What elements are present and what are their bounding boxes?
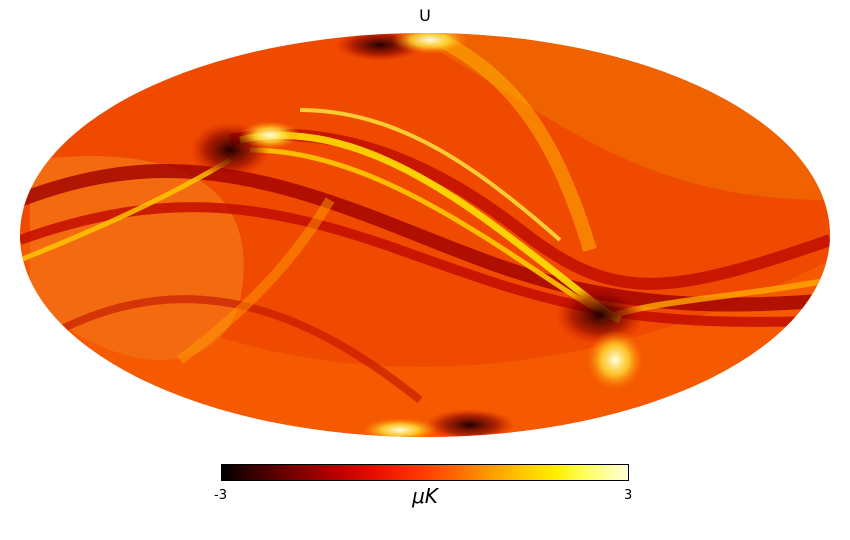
map-band — [58, 295, 423, 404]
map-band — [20, 202, 830, 327]
colorbar-max-label: 3 — [624, 488, 633, 503]
map-streak — [436, 33, 597, 253]
colorbar-min-label: -3 — [214, 488, 227, 503]
map-dark-node — [555, 285, 645, 345]
map-dark-node — [425, 409, 515, 437]
map-bright-glow — [240, 121, 300, 149]
map-bright-glow — [392, 33, 468, 54]
map-bright-glow — [587, 330, 643, 390]
map-streak — [176, 197, 335, 364]
colorbar-unit-label: μK — [412, 484, 438, 508]
map-region — [20, 230, 830, 437]
map-band — [20, 164, 830, 312]
colorbar — [221, 464, 629, 481]
map-bright-glow — [362, 418, 438, 437]
map-title: U — [419, 6, 431, 25]
map-streak — [299, 108, 562, 242]
sky-map — [20, 33, 830, 437]
